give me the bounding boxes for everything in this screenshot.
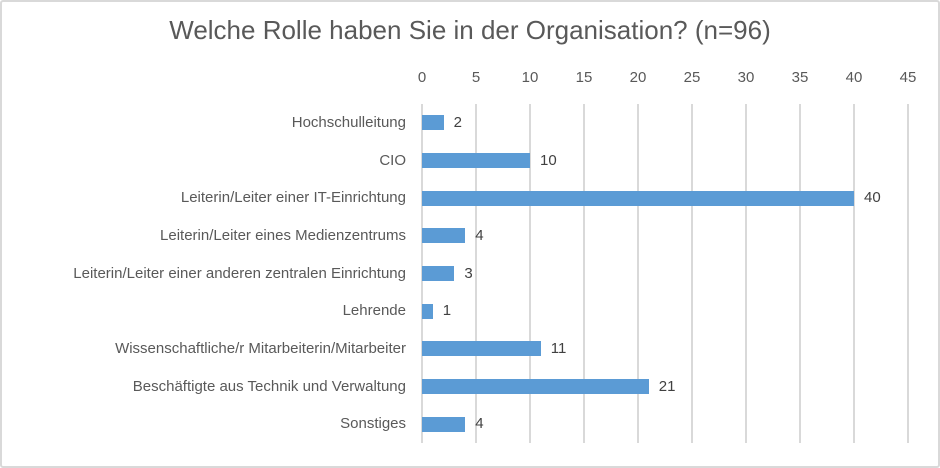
category-label: Leiterin/Leiter eines Medienzentrums: [160, 226, 406, 244]
gridline: [853, 104, 855, 443]
x-axis-tick-label: 25: [683, 69, 701, 86]
bar-value-label: 4: [475, 226, 484, 244]
category-label: Sonstiges: [340, 415, 406, 433]
gridline: [583, 104, 585, 443]
x-axis-tick-label: 45: [899, 69, 917, 86]
bar: [422, 190, 854, 206]
category-label: Lehrende: [342, 302, 406, 320]
bar-value-label: 10: [540, 151, 557, 169]
x-axis-tick-label: 0: [417, 69, 427, 86]
x-axis-tick-label: 30: [737, 69, 755, 86]
bar: [422, 341, 541, 357]
gridline: [745, 104, 747, 443]
x-axis-tick-label: 20: [629, 69, 647, 86]
bar-value-label: 3: [464, 264, 473, 282]
bar: [422, 228, 466, 244]
gridline: [691, 104, 693, 443]
x-axis-tick-label: 35: [791, 69, 809, 86]
category-label: Beschäftigte aus Technik und Verwaltung: [132, 377, 406, 395]
gridline: [907, 104, 909, 443]
bar-value-label: 40: [864, 189, 881, 207]
category-label: Hochschulleitung: [291, 113, 406, 131]
bar: [422, 266, 455, 281]
bar: [422, 303, 433, 319]
gridline: [475, 104, 477, 443]
category-label: Wissenschaftliche/r Mitarbeiterin/Mitarb…: [115, 339, 406, 357]
bar-value-label: 1: [442, 302, 452, 320]
bar: [422, 379, 649, 394]
chart-title: Welche Rolle haben Sie in der Organisati…: [169, 15, 771, 45]
bar-value-label: 2: [453, 113, 462, 131]
x-axis-tick-label: 40: [845, 69, 863, 86]
bar-value-label: 4: [475, 415, 484, 433]
gridline: [799, 104, 801, 443]
bar: [422, 115, 444, 131]
category-label: Leiterin/Leiter einer anderen zentralen …: [73, 264, 406, 282]
x-axis-tick-label: 15: [575, 69, 593, 86]
category-label: CIO: [379, 151, 406, 169]
gridline: [529, 104, 531, 443]
bar-value-label: 21: [658, 377, 676, 395]
x-axis-tick-label: 5: [471, 69, 481, 86]
bar-value-label: 11: [550, 339, 567, 357]
bar: [422, 416, 466, 432]
x-axis-tick-label: 10: [521, 69, 539, 86]
gridline: [637, 104, 639, 443]
category-label: Leiterin/Leiter einer IT-Einrichtung: [180, 189, 406, 207]
bar: [422, 153, 530, 168]
